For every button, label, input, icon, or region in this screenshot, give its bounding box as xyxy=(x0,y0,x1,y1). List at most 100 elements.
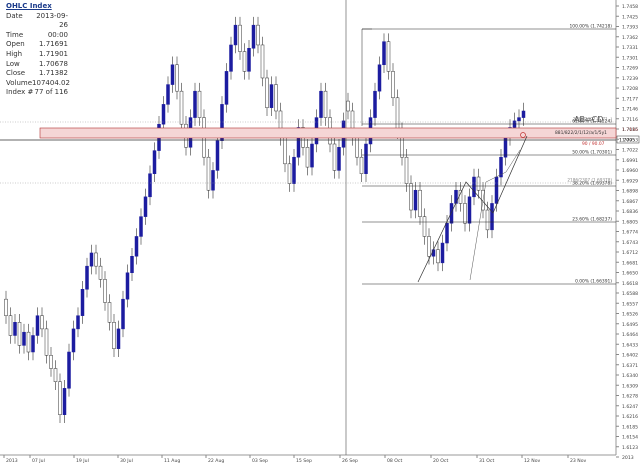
candle-body xyxy=(112,322,116,349)
candlestick-series xyxy=(4,16,526,423)
candle-body xyxy=(134,236,139,257)
candle-body xyxy=(467,196,472,224)
candle-body xyxy=(242,51,247,72)
y-tick-label: 1.6526 xyxy=(622,312,638,318)
candle-body xyxy=(26,331,31,353)
x-tick-label: 22 Aug xyxy=(208,458,224,463)
y-tick-label: 1.6588 xyxy=(622,291,638,297)
y-tick-label: 1.6991 xyxy=(622,158,638,164)
candle-body xyxy=(332,143,337,171)
x-tick-label: 26 Sep xyxy=(342,458,358,463)
candle-body xyxy=(445,222,449,244)
candle-body xyxy=(152,150,157,174)
candle-body xyxy=(121,298,125,330)
candle-body xyxy=(125,272,130,300)
candle-body xyxy=(44,328,49,356)
pattern-point-label: 881/822/2/1/12/a/1/5y1 xyxy=(555,130,607,136)
candle-body xyxy=(17,322,22,346)
info-label: Time xyxy=(6,30,24,39)
info-label: Volume xyxy=(6,78,33,87)
info-row: Open 1.71691 xyxy=(6,40,68,50)
candle-body xyxy=(98,265,103,280)
info-label: Date xyxy=(6,11,23,20)
x-tick-label: 19 Jul xyxy=(76,458,89,463)
candle-body xyxy=(139,216,143,237)
candle-body xyxy=(422,216,427,237)
candle-body xyxy=(409,183,413,211)
candle-body xyxy=(377,64,382,92)
info-row: Low 1.70678 xyxy=(6,60,68,70)
candle-body xyxy=(310,143,314,168)
candle-body xyxy=(319,90,323,118)
candle-body xyxy=(391,71,395,99)
info-row: Time 00:00 xyxy=(6,31,68,41)
x-tick-label: 12 Nov xyxy=(524,458,541,463)
fib-level-label: 100.00% (1.74218) xyxy=(569,24,612,30)
y-tick-label: 1.6247 xyxy=(622,404,638,410)
x-tick-label: 23 Nov xyxy=(570,458,587,463)
candle-body xyxy=(22,331,26,346)
x-tick-label: 08 Oct xyxy=(387,458,402,463)
candle-body xyxy=(287,163,292,184)
y-tick-label: 1.6123 xyxy=(622,445,638,451)
candle-body xyxy=(449,203,454,224)
candle-body xyxy=(238,24,242,52)
candle-body xyxy=(71,328,76,353)
candle-body xyxy=(418,189,422,217)
candle-body xyxy=(161,104,166,125)
candle-body xyxy=(58,381,62,415)
candle-body xyxy=(40,315,44,330)
candle-body xyxy=(305,147,310,168)
candle-body xyxy=(296,127,301,158)
candle-body xyxy=(260,44,265,79)
candle-body xyxy=(85,265,89,290)
y-tick-label: 1.6898 xyxy=(622,189,638,195)
info-row: Close 1.71382 xyxy=(6,69,68,79)
price-axis: 1.7458 1.7425 1.7393 1.7362 1.7331 1.7301 1.72… xyxy=(616,4,638,461)
y-tick-label: 1.6557 xyxy=(622,301,638,307)
extension-label: 2186/2307 (1.71..) xyxy=(573,117,613,122)
info-label: High xyxy=(6,49,23,58)
candle-body xyxy=(476,176,481,191)
y-tick-label: 1.6278 xyxy=(622,394,638,400)
candle-body xyxy=(148,173,152,198)
candle-body xyxy=(31,335,35,353)
y-tick-label: 1.6402 xyxy=(622,353,638,359)
candle-body xyxy=(179,90,184,125)
y-tick-label: 1.6185 xyxy=(622,424,638,430)
candle-body xyxy=(292,156,296,184)
abcd-pattern-line xyxy=(417,135,528,283)
x-tick-label: 07 Jul xyxy=(32,458,45,463)
info-row: Index #77 of 116 xyxy=(6,88,68,98)
candle-body xyxy=(143,196,148,217)
y-tick-label: 1.7425 xyxy=(622,14,638,20)
candle-body xyxy=(355,137,359,158)
extension-label: 2186/2307 (1.69378) xyxy=(567,178,612,183)
candle-body xyxy=(206,156,211,191)
info-row: Volume 107404.02 xyxy=(6,78,70,89)
y-tick-label: 1.7053 xyxy=(622,137,638,143)
y-tick-label: 1.6836 xyxy=(622,209,638,215)
info-title: OHLC Index xyxy=(6,2,52,10)
candle-body xyxy=(404,156,409,184)
candle-body xyxy=(494,176,499,204)
y-tick-label: 1.7208 xyxy=(622,86,638,92)
candle-body xyxy=(13,322,17,336)
y-tick-label: 1.6712 xyxy=(622,250,638,256)
pattern-label: AB=CD xyxy=(574,115,603,124)
y-tick-label: 1.6774 xyxy=(622,230,638,236)
y-tick-label: 1.7239 xyxy=(622,76,638,82)
x-tick-label: 31 Oct xyxy=(479,458,494,463)
y-tick-label: 1.6495 xyxy=(622,322,638,328)
candle-body xyxy=(130,256,134,274)
y-tick-label: 1.6216 xyxy=(622,414,638,420)
candle-body xyxy=(4,298,8,316)
candle-body xyxy=(211,170,215,191)
candle-body xyxy=(103,279,107,303)
abcd-pattern-line xyxy=(469,149,521,281)
info-value: 107404.02 xyxy=(32,78,70,87)
y-tick-label: 1.7022 xyxy=(622,148,638,154)
info-value: 1.70678 xyxy=(39,59,68,68)
